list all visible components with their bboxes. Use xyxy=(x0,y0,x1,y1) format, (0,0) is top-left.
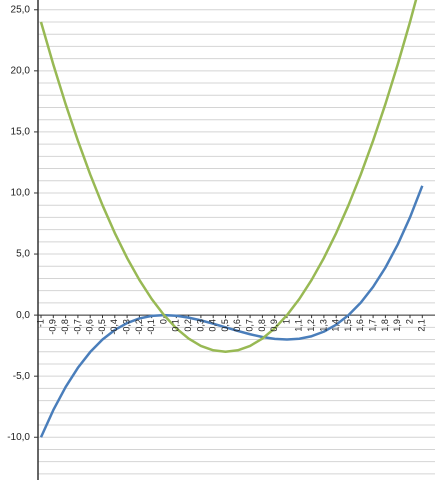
y-tick-label: 25,0 xyxy=(11,4,31,15)
x-tick-label: -0,8 xyxy=(60,319,70,335)
labels: -10,0-5,00,05,010,015,020,025,0-1 -0,9 -0,… xyxy=(7,4,426,442)
y-tick-label: 5,0 xyxy=(16,249,30,260)
x-tick-label: 0,8 xyxy=(257,319,267,332)
x-tick-label: -0,9 xyxy=(48,319,58,335)
x-tick-label: 2 xyxy=(404,319,414,324)
y-tick-label: -5,0 xyxy=(13,371,31,382)
plot-area xyxy=(39,0,424,438)
x-tick-label: 0,3 xyxy=(195,319,205,332)
x-tick-label: 1,5 xyxy=(343,319,353,332)
series-line xyxy=(39,0,418,354)
x-tick-label: 1,7 xyxy=(367,319,377,332)
x-tick-label: 0,9 xyxy=(269,319,279,332)
y-tick-label: 10,0 xyxy=(11,188,31,199)
x-tick-label: 1,3 xyxy=(318,319,328,332)
x-tick-label: 1,1 xyxy=(294,319,304,332)
x-tick-label: 1,9 xyxy=(392,319,402,332)
x-tick-label: -0,5 xyxy=(97,319,107,335)
x-tick-label: 0,7 xyxy=(244,319,254,332)
series-line xyxy=(39,185,424,438)
x-tick-label: -0,1 xyxy=(146,319,156,335)
x-tick-label: 0 xyxy=(158,319,168,324)
grid xyxy=(38,9,435,475)
x-tick-label: 1 xyxy=(281,319,291,324)
x-tick-label: 1,2 xyxy=(306,319,316,332)
axes xyxy=(34,0,435,480)
y-tick-label: 0,0 xyxy=(16,310,30,321)
x-tick-label: 0,5 xyxy=(220,319,230,332)
x-tick-label: -0,3 xyxy=(121,319,131,335)
x-tick-label: -0,4 xyxy=(109,319,119,335)
x-tick-label: 0,6 xyxy=(232,319,242,332)
x-tick-label: 0,2 xyxy=(183,319,193,332)
x-tick-label: 1,6 xyxy=(355,319,365,332)
x-tick-label: 1,4 xyxy=(331,319,341,332)
y-tick-label: -10,0 xyxy=(7,432,30,443)
x-tick-label: 0,1 xyxy=(171,319,181,332)
x-tick-label: -0,6 xyxy=(85,319,95,335)
x-tick-label: 2,1 xyxy=(417,319,427,332)
x-tick-label: 1,8 xyxy=(380,319,390,332)
y-tick-label: 20,0 xyxy=(11,65,31,76)
x-tick-label: 0,4 xyxy=(208,319,218,332)
x-tick-label: -1 xyxy=(35,319,45,327)
x-tick-label: -0,7 xyxy=(72,319,82,335)
y-tick-label: 15,0 xyxy=(11,127,31,138)
x-tick-label: -0,2 xyxy=(134,319,144,335)
